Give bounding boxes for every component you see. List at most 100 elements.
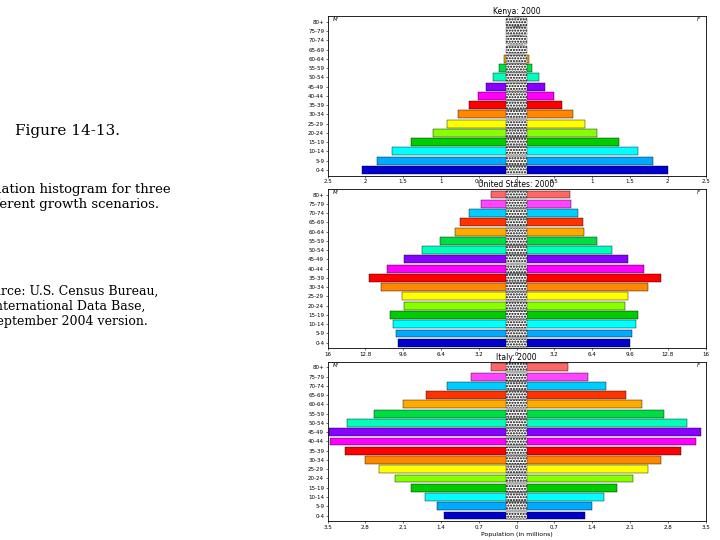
Bar bbox=[506, 311, 527, 319]
Bar bbox=[517, 265, 644, 273]
Bar bbox=[402, 293, 517, 300]
Bar bbox=[506, 45, 527, 53]
Bar bbox=[517, 391, 626, 399]
Bar bbox=[506, 493, 527, 501]
Bar bbox=[478, 92, 517, 100]
Bar bbox=[396, 329, 517, 338]
Bar bbox=[506, 27, 527, 35]
Bar bbox=[436, 502, 517, 510]
Bar bbox=[460, 218, 517, 226]
Bar bbox=[506, 465, 527, 473]
Bar bbox=[517, 410, 664, 417]
Bar bbox=[506, 237, 527, 245]
Bar bbox=[517, 502, 593, 510]
Bar bbox=[506, 419, 527, 427]
Bar bbox=[481, 200, 517, 208]
Bar bbox=[517, 73, 539, 81]
Bar bbox=[517, 329, 632, 338]
Bar bbox=[515, 18, 517, 26]
Bar bbox=[361, 166, 517, 174]
Bar bbox=[517, 465, 649, 473]
Bar bbox=[506, 228, 527, 235]
Bar bbox=[506, 293, 527, 300]
Bar bbox=[506, 373, 527, 381]
Bar bbox=[506, 18, 527, 26]
Bar bbox=[455, 228, 517, 235]
Bar bbox=[517, 218, 582, 226]
Bar bbox=[459, 111, 517, 118]
Bar bbox=[493, 73, 517, 81]
Bar bbox=[506, 101, 527, 109]
Bar bbox=[506, 265, 527, 273]
Title: Italy: 2000: Italy: 2000 bbox=[496, 353, 537, 362]
Bar bbox=[506, 55, 527, 63]
Bar bbox=[517, 166, 668, 174]
Bar bbox=[506, 209, 527, 217]
Bar bbox=[517, 511, 585, 519]
Bar bbox=[506, 64, 527, 72]
Bar bbox=[411, 484, 517, 492]
Bar bbox=[506, 157, 527, 165]
Bar bbox=[517, 339, 630, 347]
Bar bbox=[426, 391, 517, 399]
Bar bbox=[491, 363, 517, 372]
Bar bbox=[506, 274, 527, 282]
Bar bbox=[506, 191, 527, 199]
Bar bbox=[506, 302, 527, 309]
Bar bbox=[517, 18, 520, 26]
Bar bbox=[469, 209, 517, 217]
Bar bbox=[390, 311, 517, 319]
Bar bbox=[506, 255, 527, 264]
Bar bbox=[506, 111, 527, 118]
X-axis label: Population (in millions): Population (in millions) bbox=[481, 532, 552, 537]
Bar bbox=[506, 138, 527, 146]
Bar bbox=[506, 447, 527, 455]
Bar bbox=[517, 64, 533, 72]
Bar bbox=[517, 246, 612, 254]
Bar bbox=[395, 475, 517, 482]
Bar bbox=[506, 83, 527, 91]
Bar bbox=[403, 401, 517, 408]
Text: F: F bbox=[697, 17, 700, 22]
Text: M: M bbox=[333, 190, 338, 195]
Bar bbox=[410, 138, 517, 146]
Bar bbox=[506, 36, 527, 44]
Bar bbox=[517, 138, 619, 146]
Bar bbox=[506, 401, 527, 408]
Bar bbox=[444, 511, 517, 519]
Bar bbox=[517, 157, 653, 165]
Bar bbox=[517, 111, 573, 118]
Bar bbox=[506, 200, 527, 208]
Bar bbox=[506, 120, 527, 127]
Bar bbox=[422, 246, 517, 254]
Bar bbox=[506, 339, 527, 347]
Bar bbox=[425, 493, 517, 501]
Bar bbox=[387, 265, 517, 273]
Bar bbox=[506, 511, 527, 519]
Bar bbox=[517, 373, 588, 381]
Bar bbox=[345, 447, 517, 455]
Bar bbox=[517, 200, 571, 208]
Bar bbox=[517, 284, 648, 291]
Bar bbox=[517, 382, 606, 390]
Bar bbox=[366, 456, 517, 464]
Bar bbox=[346, 419, 517, 427]
Bar bbox=[471, 373, 517, 381]
Bar bbox=[405, 255, 517, 264]
Bar bbox=[517, 484, 616, 492]
Bar bbox=[510, 36, 517, 44]
Bar bbox=[517, 55, 528, 63]
Bar bbox=[504, 55, 517, 63]
Bar bbox=[517, 419, 687, 427]
Bar bbox=[517, 456, 662, 464]
Bar bbox=[506, 410, 527, 417]
Bar bbox=[508, 45, 517, 53]
Bar bbox=[517, 401, 642, 408]
Bar bbox=[398, 339, 517, 347]
Bar bbox=[392, 320, 517, 328]
Bar bbox=[517, 363, 568, 372]
Text: F: F bbox=[697, 190, 700, 195]
Bar bbox=[487, 83, 517, 91]
Bar bbox=[517, 311, 638, 319]
Bar bbox=[517, 191, 570, 199]
